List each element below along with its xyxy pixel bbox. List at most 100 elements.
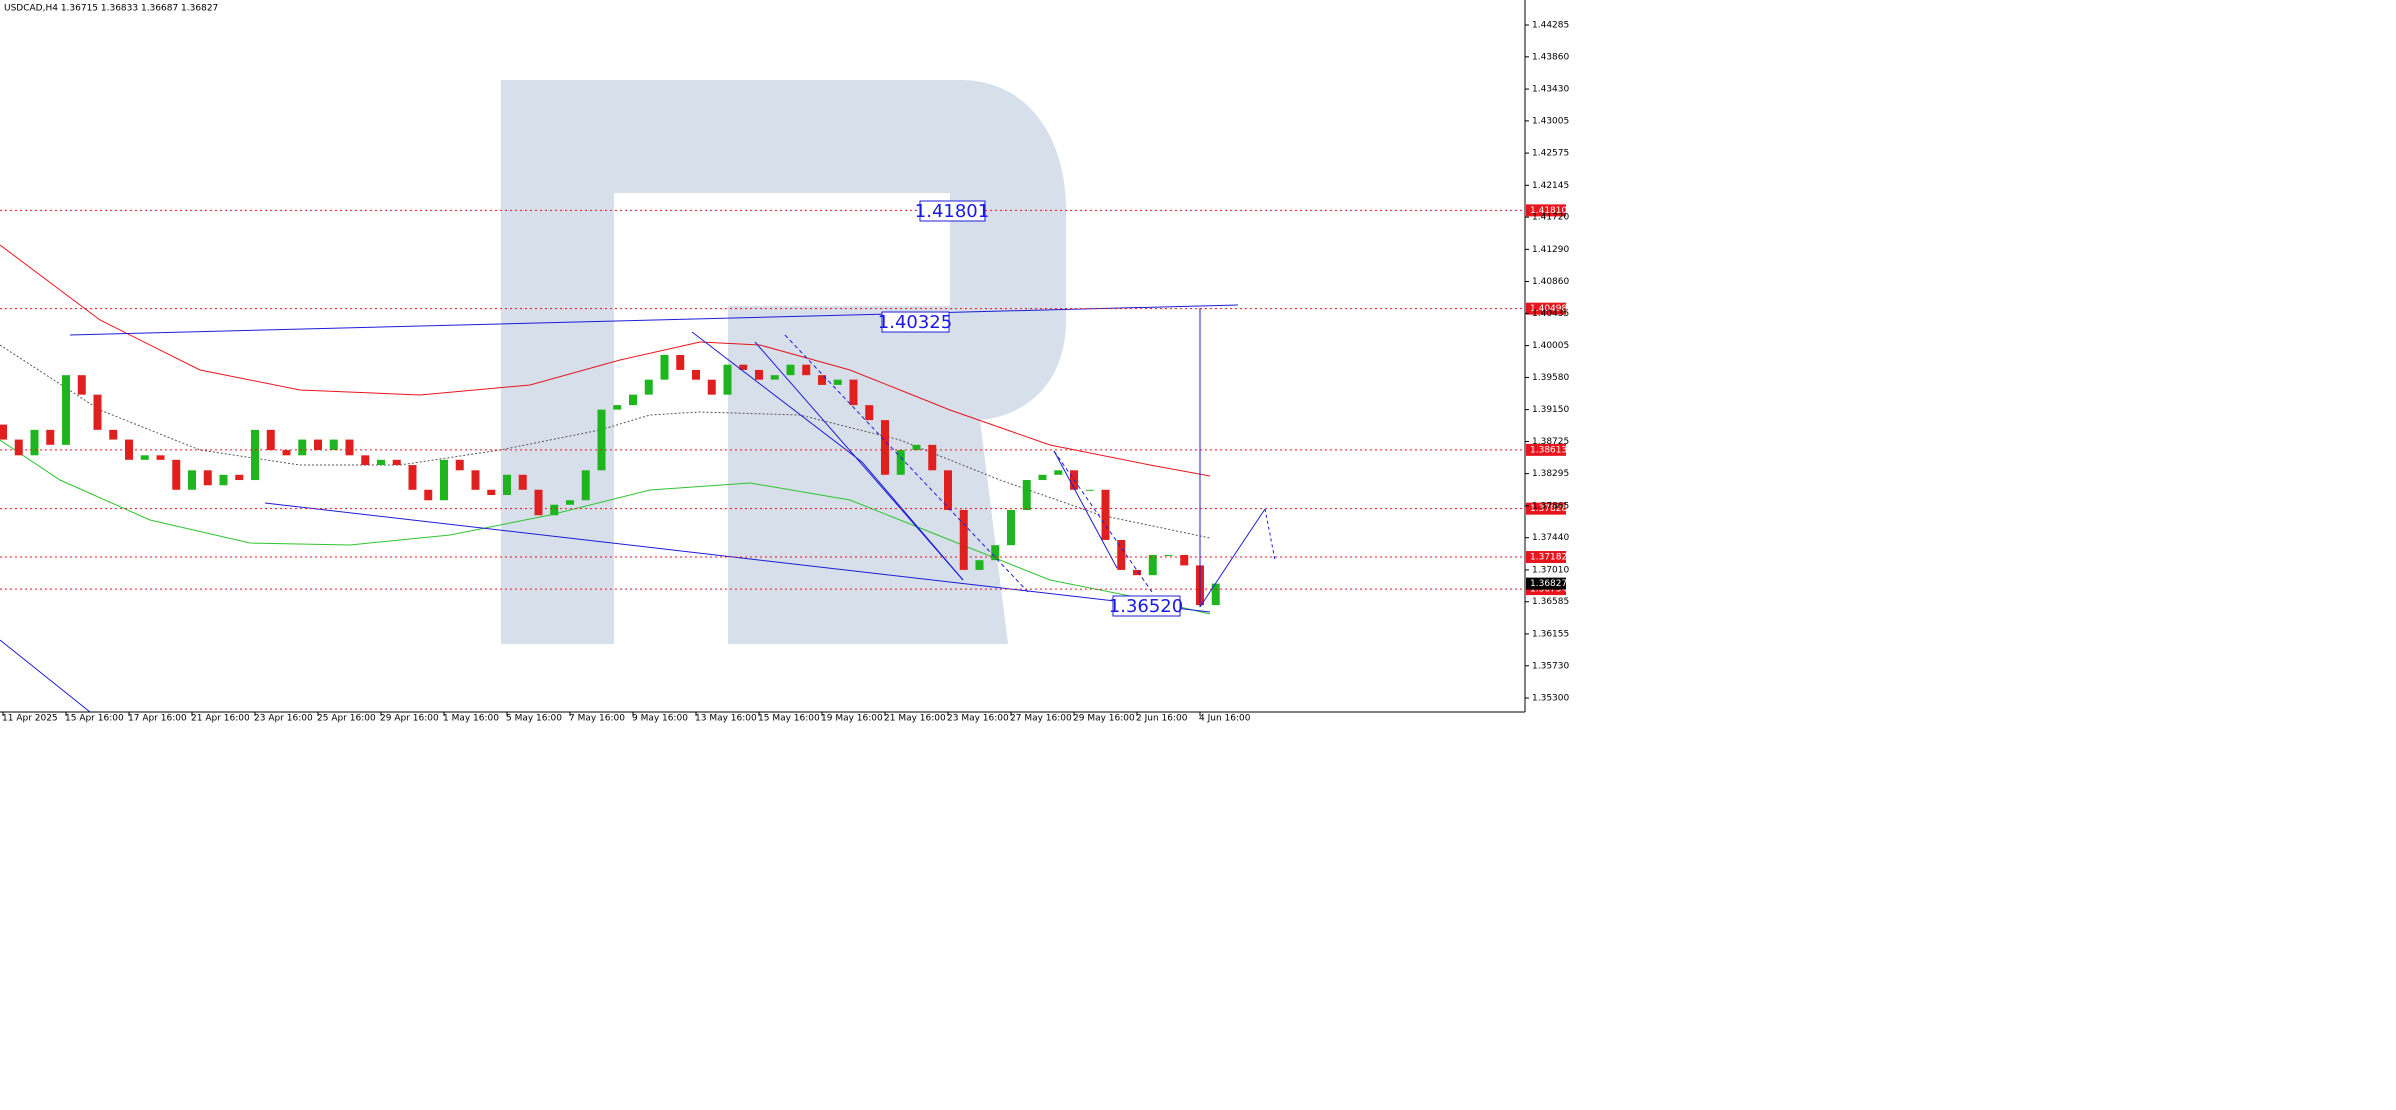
candle-body — [1164, 554, 1173, 556]
wave-line — [754, 341, 964, 581]
candle-body — [534, 489, 543, 516]
y-tick-label: 1.43860 — [1532, 52, 1569, 62]
candle-body — [959, 509, 968, 570]
candle-body — [77, 375, 86, 395]
level-label: 1.40498 — [1530, 304, 1567, 314]
candle-body — [707, 379, 716, 395]
candle-body — [1054, 470, 1063, 475]
trend-line — [264, 502, 1211, 613]
y-tick-label: 1.41290 — [1532, 245, 1569, 255]
candle-body — [881, 420, 889, 475]
y-tick-label: 1.39580 — [1532, 373, 1569, 383]
candle-body — [471, 470, 480, 490]
x-tick-label: 5 May 16:00 — [506, 714, 562, 724]
x-tick-label: 21 Apr 16:00 — [191, 714, 250, 724]
y-tick-label: 1.42575 — [1532, 149, 1569, 159]
ma-red — [0, 244, 1211, 477]
candle-body — [251, 429, 259, 481]
y-tick-label: 1.35300 — [1532, 693, 1569, 703]
y-tick-label: 1.35730 — [1532, 661, 1569, 671]
candle-body — [62, 375, 70, 445]
level-box — [1526, 443, 1566, 456]
y-tick-label: 1.40435 — [1532, 309, 1569, 319]
y-tick-label: 1.36585 — [1532, 597, 1569, 607]
candle-body — [802, 364, 811, 376]
candle-body — [1180, 554, 1189, 566]
candle-body — [140, 455, 149, 460]
candle-body — [1022, 480, 1031, 510]
x-tick-label: 29 Apr 16:00 — [380, 714, 439, 724]
candle-body — [786, 364, 795, 376]
candle-body — [298, 439, 307, 456]
y-tick-label: 1.37865 — [1532, 501, 1569, 511]
x-tick-label: 15 May 16:00 — [758, 714, 820, 724]
annotation-box — [919, 200, 986, 222]
level-label: 1.41810 — [1530, 206, 1567, 216]
y-tick-label: 1.40005 — [1532, 341, 1569, 351]
candle-body — [928, 444, 937, 471]
y-tick-label: 1.43430 — [1532, 85, 1569, 95]
candle-body — [345, 439, 354, 456]
candle-body — [660, 354, 669, 380]
candle-body — [361, 455, 370, 466]
candle-body — [865, 405, 874, 421]
candle-body — [219, 474, 228, 486]
x-tick-label: 23 Apr 16:00 — [254, 714, 313, 724]
candle-body — [518, 474, 527, 490]
candle-body — [235, 474, 244, 481]
candle-body — [424, 489, 433, 501]
candle-body — [613, 405, 622, 410]
candle-body — [1133, 569, 1141, 576]
y-tick-label: 1.38295 — [1532, 469, 1569, 479]
candle-body — [1007, 509, 1015, 546]
watermark — [501, 80, 1066, 644]
x-tick-label: 23 May 16:00 — [947, 714, 1009, 724]
candle-body — [676, 354, 685, 370]
y-tick-label: 1.37010 — [1532, 565, 1569, 575]
candle-body — [644, 379, 653, 395]
ma-dotted — [0, 344, 1211, 539]
candle-body — [266, 429, 275, 451]
x-tick-label: 17 Apr 16:00 — [128, 714, 187, 724]
candle-body — [1101, 489, 1110, 540]
candle-body — [975, 560, 984, 570]
level-box — [1526, 302, 1566, 315]
level-label: 1.37828 — [1530, 504, 1567, 514]
annotation-box — [881, 311, 950, 333]
annotation-box — [1112, 595, 1181, 617]
candle-body — [46, 429, 55, 445]
y-tick-label: 1.38725 — [1532, 437, 1569, 447]
trend-line — [0, 639, 91, 713]
ma-green — [0, 439, 1211, 615]
x-tick-label: 29 May 16:00 — [1073, 714, 1135, 724]
candle-body — [1211, 583, 1220, 606]
candle-body — [550, 504, 559, 516]
candle-body — [1038, 474, 1047, 481]
candle-body — [0, 424, 7, 440]
y-tick-label: 1.42145 — [1532, 181, 1569, 191]
x-tick-label: 25 Apr 16:00 — [317, 714, 376, 724]
annotation: 1.41801 — [915, 201, 989, 222]
candle-body — [440, 459, 448, 501]
x-tick-label: 2 Jun 16:00 — [1136, 714, 1188, 724]
candle-body — [597, 409, 606, 471]
axes: 1.44285 1.43860 1.43430 1.43005 1.42575 1.421… — [2, 21, 1569, 724]
wave-line — [1053, 450, 1153, 593]
candle-body — [30, 429, 39, 456]
candle-body — [455, 459, 464, 471]
x-tick-label: 1 May 16:00 — [443, 714, 499, 724]
wave-line — [1053, 450, 1118, 569]
y-tick-label: 1.43005 — [1532, 116, 1569, 126]
candle-body — [629, 394, 637, 406]
candles — [0, 354, 1220, 606]
candle-body — [755, 369, 763, 380]
candle-body — [377, 459, 385, 466]
candle-body — [692, 369, 700, 380]
y-tick-label: 1.39150 — [1532, 405, 1569, 415]
candle-body — [896, 450, 905, 475]
forecast-line — [1199, 508, 1266, 608]
candle-body — [93, 394, 102, 430]
y-tick-label: 1.44285 — [1532, 21, 1569, 31]
